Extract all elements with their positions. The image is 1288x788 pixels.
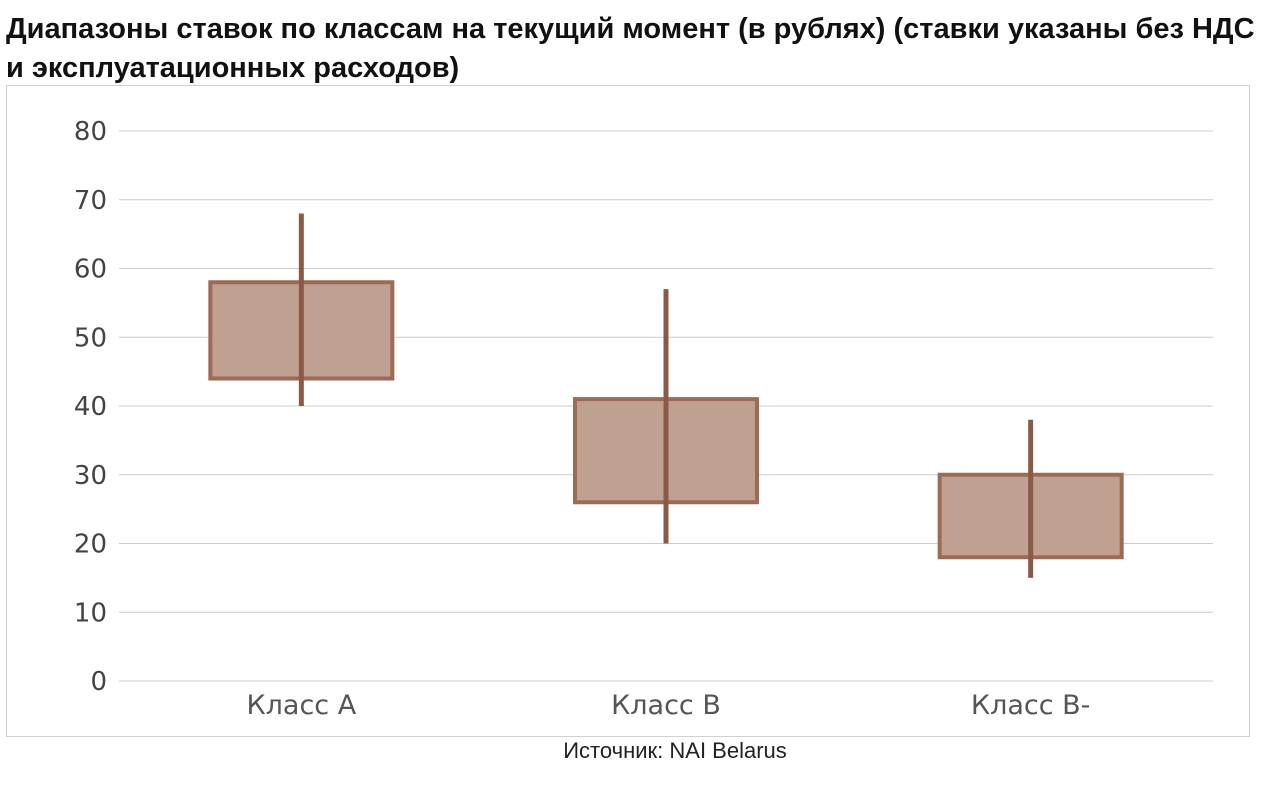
x-category-label: Класс В [611,690,721,721]
y-tick-label: 50 [74,323,107,353]
x-category-label: Класс А [246,690,356,721]
y-tick-label: 30 [74,461,107,491]
y-tick-label: 70 [74,186,107,216]
x-category-label: Класс В- [971,690,1091,721]
chart-plot: 0 10 20 30 40 50 60 70 80 Класс А Класс В Класс В- [74,117,1213,721]
y-tick-label: 80 [74,117,107,147]
y-tick-label: 40 [74,392,107,422]
y-tick-label: 20 [74,530,107,560]
y-tick-label: 0 [90,667,107,697]
source-note: Источник: NAI Belarus [563,738,787,763]
chart-title: Диапазоны ставок по классам на текущий м… [6,13,1255,84]
chart-area: 0 10 20 30 40 50 60 70 80 Класс А Класс В Класс В- [6,85,1250,737]
y-tick-label: 60 [74,255,107,285]
y-tick-label: 10 [74,598,107,628]
